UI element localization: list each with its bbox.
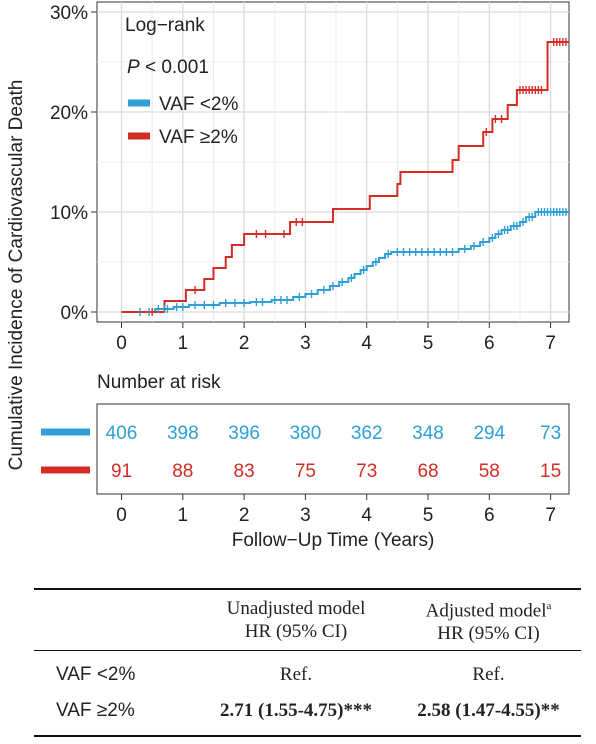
- risk-x-tick-label: 0: [116, 505, 127, 526]
- p-rest: < 0.001: [140, 57, 209, 78]
- risk-value: 75: [295, 461, 316, 482]
- hr-header-unadjusted: Unadjusted model HR (95% CI): [196, 597, 396, 643]
- risk-x-axis: 0 1 2 3 4 5 6 7: [116, 494, 556, 526]
- hr-row-unadjusted: 2.71 (1.55-4.75)***: [220, 700, 372, 721]
- adjusted-subtitle: HR (95% CI): [437, 623, 540, 645]
- adjusted-title: Adjusted modela: [396, 595, 581, 622]
- series-line-1: [121, 41, 569, 313]
- risk-x-tick-label: 3: [300, 505, 311, 526]
- risk-value: 362: [351, 423, 383, 444]
- risk-value: 91: [111, 461, 132, 482]
- series-lines: [121, 41, 569, 313]
- y-axis: 0% 10% 20% 30%: [50, 3, 97, 324]
- risk-value: 88: [172, 461, 193, 482]
- hr-row-group: VAF ≥2%: [56, 700, 135, 721]
- x-tick-label: 1: [178, 333, 189, 354]
- p-symbol: P: [127, 57, 140, 78]
- chart: 0 1 2 3 4 5 6 7 0% 10% 20% 30% Log−rank P < 0.001 …: [6, 1, 570, 551]
- hr-header-adjusted: Adjusted modela HR (95% CI): [396, 595, 581, 645]
- risk-value: 83: [234, 461, 255, 482]
- hr-row-vaf-low: VAF <2% Ref. Ref.: [34, 657, 581, 693]
- risk-value: 396: [228, 423, 260, 444]
- risk-x-tick-label: 5: [423, 505, 434, 526]
- adjusted-title-text: Adjusted model: [425, 600, 547, 622]
- y-tick-label: 0%: [61, 303, 89, 324]
- x-axis-label: Follow−Up Time (Years): [232, 530, 435, 551]
- hr-row-adjusted: Ref.: [472, 664, 505, 685]
- x-tick-label: 4: [361, 333, 372, 354]
- hr-table-header: Unadjusted model HR (95% CI) Adjusted mo…: [34, 590, 581, 651]
- hr-row-adjusted: 2.58 (1.47-4.55)**: [417, 700, 560, 721]
- risk-value: 58: [479, 461, 500, 482]
- risk-value: 406: [106, 423, 138, 444]
- x-tick-label: 0: [116, 333, 127, 354]
- series-line-0: [121, 211, 569, 313]
- risk-value: 294: [473, 423, 505, 444]
- risk-table-title: Number at risk: [97, 372, 221, 393]
- risk-value: 68: [417, 461, 438, 482]
- hazard-ratio-table: Unadjusted model HR (95% CI) Adjusted mo…: [34, 588, 581, 737]
- risk-x-tick-label: 6: [484, 505, 495, 526]
- legend-label-vaf-low: VAF <2%: [159, 94, 238, 115]
- grid: [97, 2, 569, 322]
- risk-x-tick-label: 1: [178, 505, 189, 526]
- x-tick-label: 3: [300, 333, 311, 354]
- y-tick-label: 10%: [50, 203, 88, 224]
- legend-p-value: P < 0.001: [127, 57, 209, 78]
- legend-test-label: Log−rank: [125, 15, 205, 36]
- y-tick-label: 20%: [50, 103, 88, 124]
- risk-value: 73: [356, 461, 377, 482]
- risk-value: 73: [540, 423, 561, 444]
- risk-value: 348: [412, 423, 444, 444]
- legend-label-vaf-high: VAF ≥2%: [159, 127, 238, 148]
- adjusted-footnote-mark: a: [546, 599, 552, 612]
- risk-table-panel: [96, 403, 570, 495]
- legend: Log−rank P < 0.001 VAF <2% VAF ≥2%: [125, 15, 238, 148]
- risk-value: 380: [290, 423, 322, 444]
- censor-marks: [139, 38, 567, 316]
- hr-row-vaf-high: VAF ≥2% 2.71 (1.55-4.75)*** 2.58 (1.47-4…: [34, 693, 581, 729]
- risk-value: 15: [540, 461, 561, 482]
- risk-x-tick-label: 4: [361, 505, 372, 526]
- x-tick-label: 5: [423, 333, 434, 354]
- y-tick-label: 30%: [50, 3, 88, 24]
- unadjusted-subtitle: HR (95% CI): [244, 621, 348, 642]
- risk-x-tick-label: 7: [545, 505, 556, 526]
- unadjusted-title: Unadjusted model: [226, 598, 366, 619]
- x-axis: 0 1 2 3 4 5 6 7: [116, 322, 556, 354]
- risk-x-tick-label: 2: [239, 505, 250, 526]
- hr-row-unadjusted: Ref.: [279, 664, 313, 685]
- x-tick-label: 2: [239, 333, 250, 354]
- hr-row-group: VAF <2%: [56, 664, 136, 685]
- x-tick-label: 7: [545, 333, 556, 354]
- risk-value: 398: [167, 423, 199, 444]
- risk-values: 406 398 396 380 362 348 294 73 91 88 83 75 73 68 58 15: [106, 423, 562, 482]
- y-axis-label: Cumulative Incidence of Cardiovascular D…: [6, 80, 27, 471]
- x-tick-label: 6: [484, 333, 495, 354]
